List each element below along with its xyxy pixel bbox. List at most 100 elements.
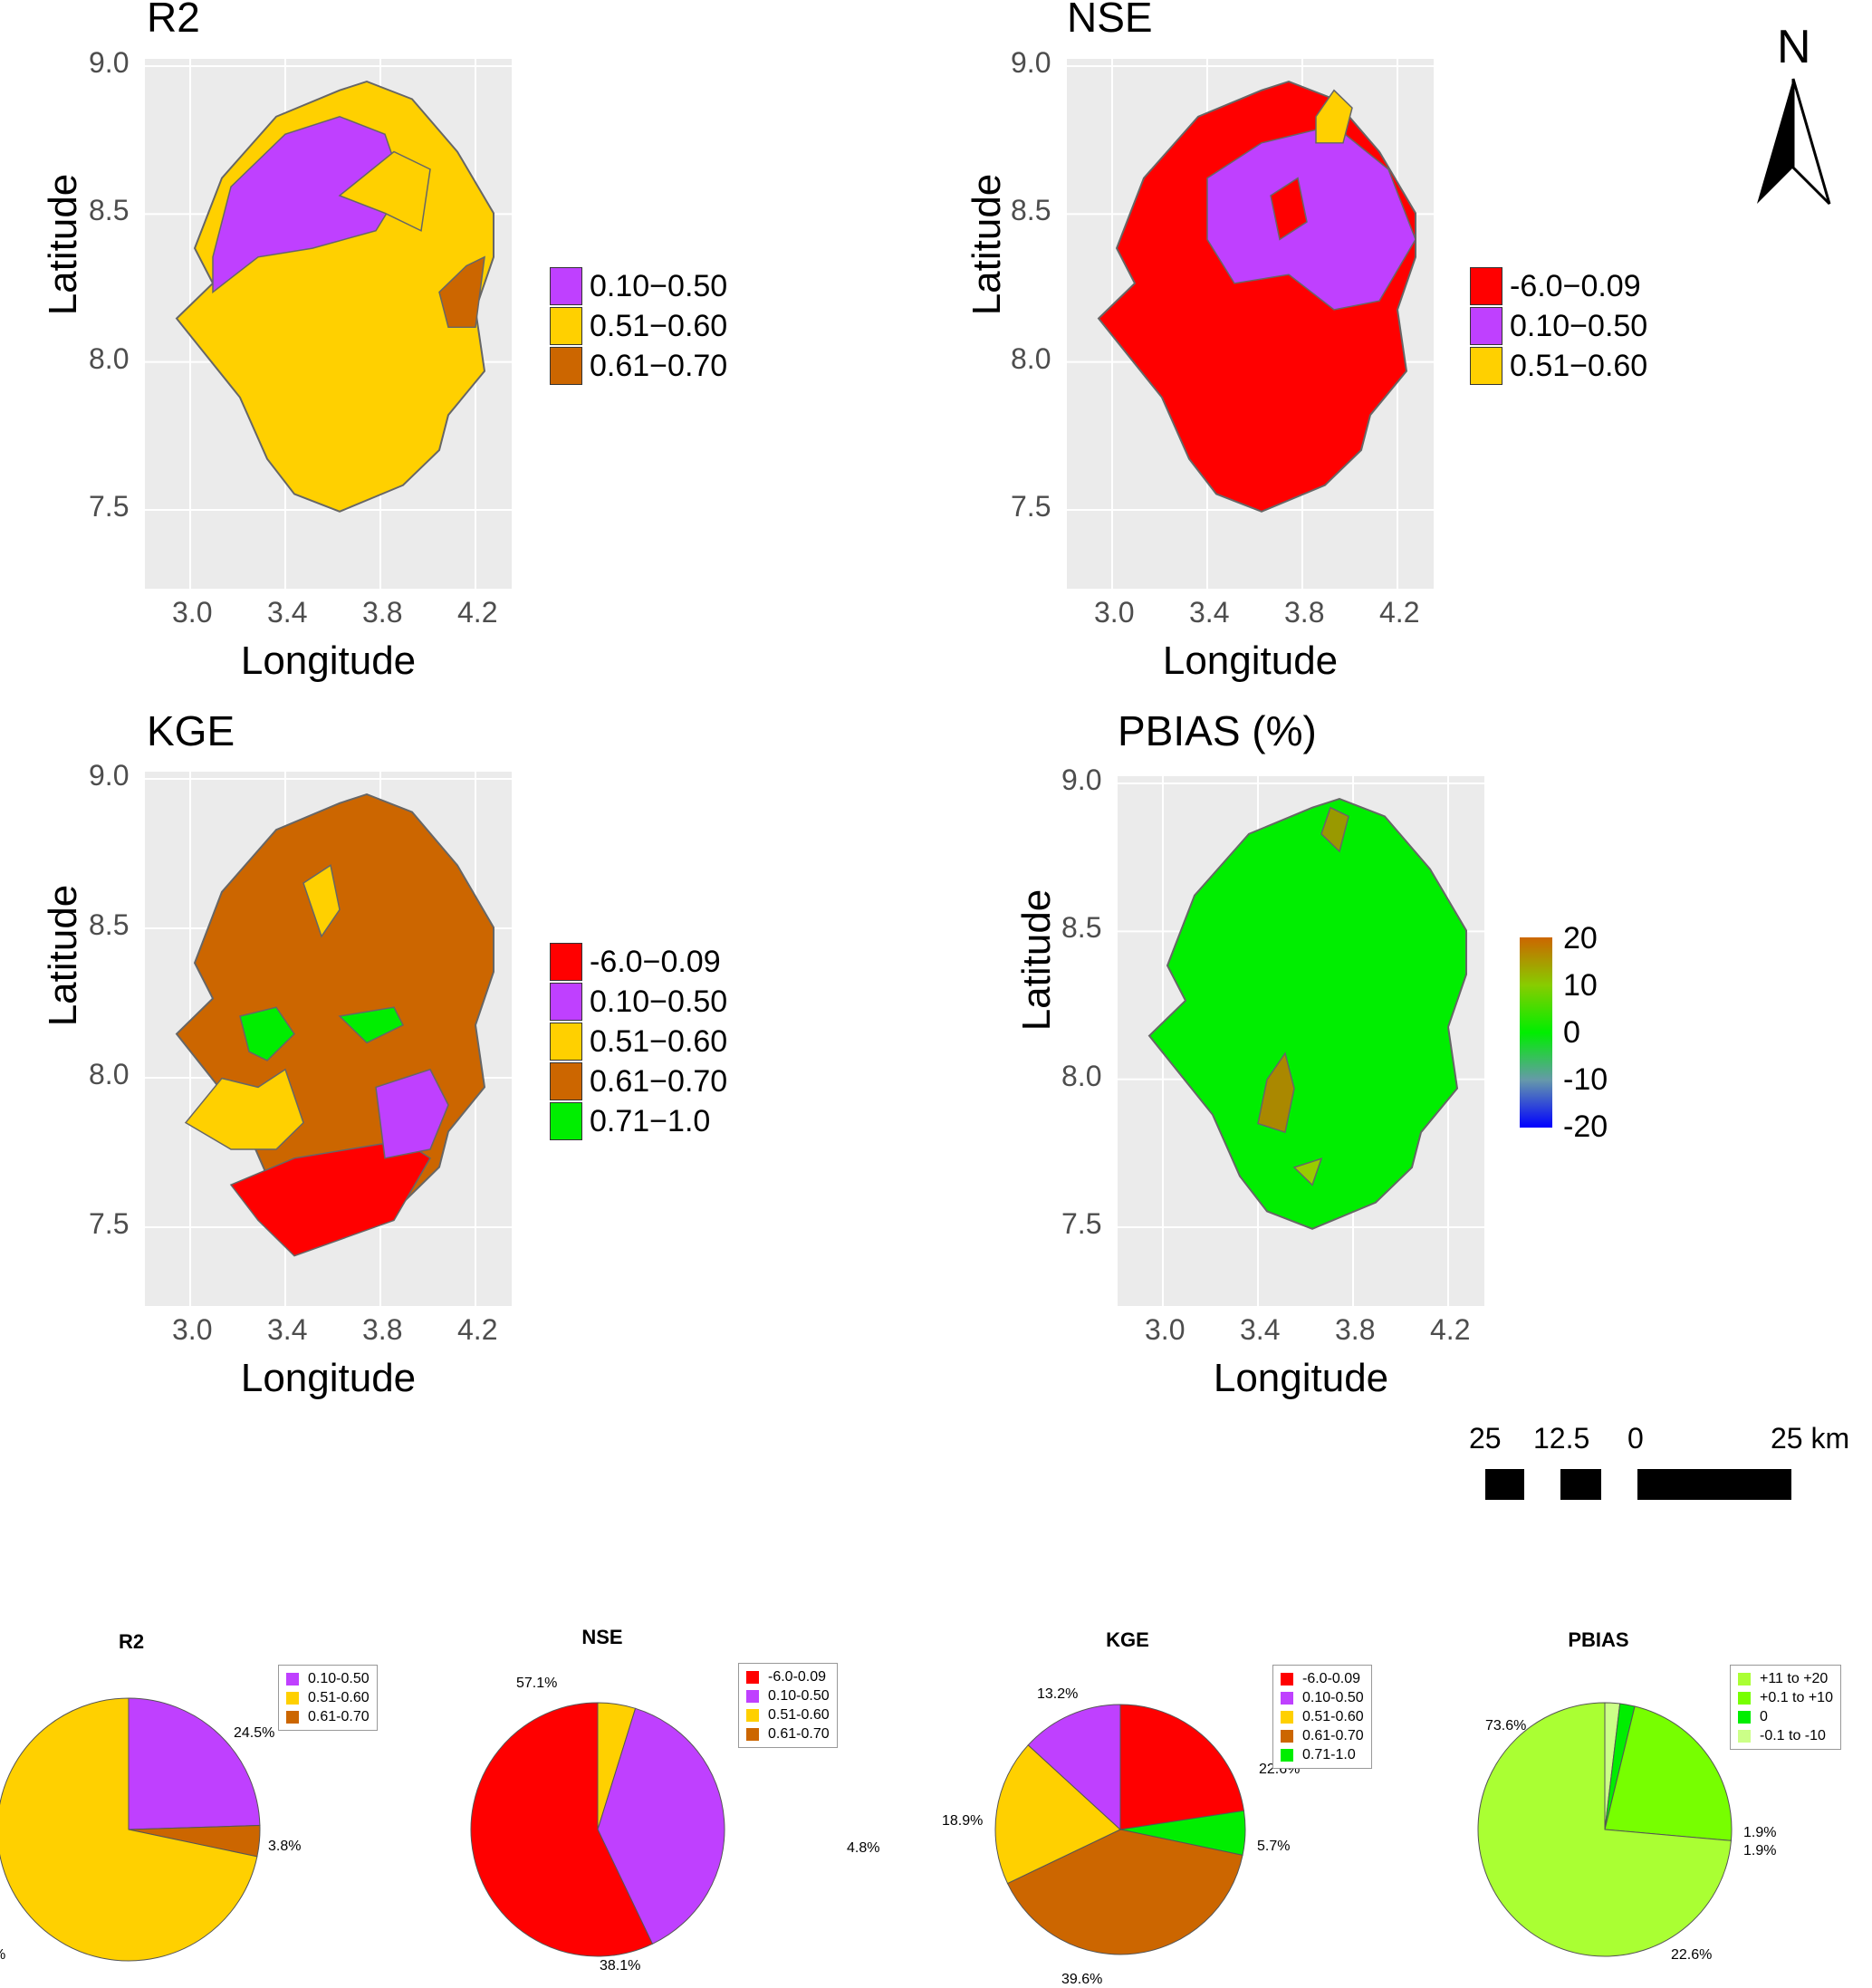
pie-title-r2: R2 (118, 1630, 145, 1653)
y-tick-label: 8.0 (89, 1058, 130, 1090)
sub-basin (438, 255, 485, 329)
y-tick-label: 9.0 (89, 759, 130, 792)
pie-percent-label: 1.9% (1743, 1843, 1777, 1858)
legend-swatch (286, 1672, 299, 1685)
x-tick-label: 4.2 (1430, 1313, 1471, 1346)
sub-basin (1257, 1052, 1295, 1134)
legend-item: 0.61-0.70 (1281, 1726, 1364, 1745)
legend-swatch (1738, 1672, 1751, 1685)
y-tick-label: 8.5 (89, 908, 130, 941)
x-tick-label: 3.8 (362, 1313, 403, 1346)
pie-slice (128, 1697, 261, 1830)
pie-percent-label: 73.6% (1485, 1718, 1527, 1733)
pie-slice (994, 1744, 1121, 1885)
legend-swatch (286, 1710, 299, 1724)
pie-slice (1027, 1704, 1121, 1831)
pie-legend-r2: 0.10-0.50 0.51-0.60 0.61-0.70 (278, 1665, 378, 1731)
pbias-map-title: PBIAS (%) (1118, 707, 1317, 754)
legend-swatch (1738, 1729, 1751, 1743)
colorbar-label: -10 (1563, 1062, 1608, 1097)
legend-swatch (550, 347, 582, 385)
pie-slice (1006, 1829, 1243, 1955)
scale-label-25-km: 25 km (1771, 1422, 1850, 1455)
scale-bar-graphic (1485, 1469, 1791, 1500)
legend-label: 0.61-0.70 (308, 1708, 370, 1724)
legend-label: +0.1 to +10 (1760, 1689, 1833, 1705)
x-tick-label: 3.0 (172, 1313, 213, 1346)
legend-label: 0.51−0.60 (590, 1023, 728, 1059)
legend-item: 0.61-0.70 (746, 1724, 830, 1743)
legend-item: 0 (1738, 1707, 1833, 1726)
pie-legend-kge: -6.0-0.09 0.10-0.50 0.51-0.60 0.61-0.70 0.71… (1272, 1665, 1372, 1769)
y-tick-label: 7.5 (1061, 1207, 1102, 1240)
legend-label: 0.51-0.60 (308, 1689, 370, 1705)
legend-label: -6.0−0.09 (590, 944, 721, 979)
legend-item: 0.10−0.50 (550, 266, 727, 306)
legend-swatch (1281, 1710, 1293, 1724)
scale-label-25-left: 25 (1469, 1422, 1502, 1455)
pie-percent-label: 39.6% (1061, 1972, 1103, 1987)
legend-swatch (746, 1727, 759, 1741)
legend-item: 0.61−0.70 (550, 1061, 727, 1101)
sub-basin (302, 864, 341, 938)
legend-item: 0.10-0.50 (1281, 1688, 1364, 1707)
sub-basin (1315, 89, 1353, 144)
legend-label: 0 (1760, 1708, 1768, 1724)
colorbar-label: 10 (1563, 968, 1598, 1003)
nse-x-axis-title: Longitude (1162, 639, 1339, 683)
legend-swatch (550, 943, 582, 981)
pbias-y-axis-title: Latitude (1014, 888, 1059, 1032)
y-tick-label: 8.0 (1061, 1059, 1102, 1092)
y-tick-label: 8.5 (1061, 911, 1102, 945)
pie-svg-nse (470, 1702, 725, 1957)
pie-svg-kge (994, 1704, 1246, 1955)
legend-swatch (1281, 1672, 1293, 1685)
legend-swatch (550, 1102, 582, 1140)
pie-slice (470, 1702, 654, 1957)
pie-percent-label: 22.6% (1671, 1947, 1713, 1963)
legend-label: -6.0-0.09 (1302, 1670, 1361, 1686)
colorbar-label: 20 (1563, 921, 1598, 956)
pbias-colorbar (1520, 937, 1552, 1128)
legend-label: -6.0-0.09 (768, 1668, 827, 1685)
kge-x-axis-title: Longitude (240, 1356, 417, 1400)
pie-percent-label: 18.9% (942, 1813, 984, 1829)
legend-label: +11 to +20 (1760, 1670, 1829, 1686)
pie-title-nse: NSE (581, 1626, 623, 1648)
kge-map-title: KGE (147, 707, 235, 754)
x-tick-label: 4.2 (457, 1313, 498, 1346)
sub-basin (1270, 177, 1308, 241)
pie-percent-label: 57.1% (516, 1676, 558, 1691)
legend-item: 0.71−1.0 (550, 1101, 727, 1141)
r2-map-title: R2 (147, 0, 200, 41)
sub-basin (184, 1068, 304, 1150)
sub-basin (239, 1006, 295, 1061)
x-tick-label: 3.8 (1335, 1313, 1376, 1346)
legend-swatch (1738, 1710, 1751, 1724)
pie-percent-label: 5.7% (1257, 1839, 1291, 1854)
nse-map-svg (1067, 59, 1434, 589)
pie-svg-pbias (1477, 1702, 1733, 1957)
pie-slice (0, 1697, 258, 1962)
x-tick-label: 3.0 (172, 596, 213, 629)
legend-item: +0.1 to +10 (1738, 1688, 1833, 1707)
y-tick-label: 7.5 (89, 1207, 130, 1240)
nse-map-legend: -6.0−0.09 0.10−0.50 0.51−0.60 (1470, 266, 1647, 386)
pie-percent-label: 1.9% (1743, 1825, 1777, 1840)
legend-swatch (550, 1023, 582, 1061)
x-tick-label: 3.8 (1284, 596, 1325, 629)
colorbar-label: 0 (1563, 1015, 1580, 1050)
legend-swatch (1470, 267, 1502, 305)
pie-title-pbias: PBIAS (1568, 1628, 1629, 1651)
legend-label: 0.10-0.50 (768, 1687, 830, 1704)
legend-swatch (1281, 1729, 1293, 1743)
legend-item: 0.10-0.50 (286, 1669, 370, 1688)
legend-label: 0.10−0.50 (590, 268, 728, 303)
legend-item: +11 to +20 (1738, 1669, 1833, 1688)
x-tick-label: 3.8 (362, 596, 403, 629)
pbias-x-axis-title: Longitude (1213, 1356, 1389, 1400)
legend-item: -0.1 to -10 (1738, 1726, 1833, 1745)
colorbar-label: -20 (1563, 1109, 1608, 1144)
legend-label: -6.0−0.09 (1510, 268, 1641, 303)
legend-label: 0.71−1.0 (590, 1103, 711, 1138)
